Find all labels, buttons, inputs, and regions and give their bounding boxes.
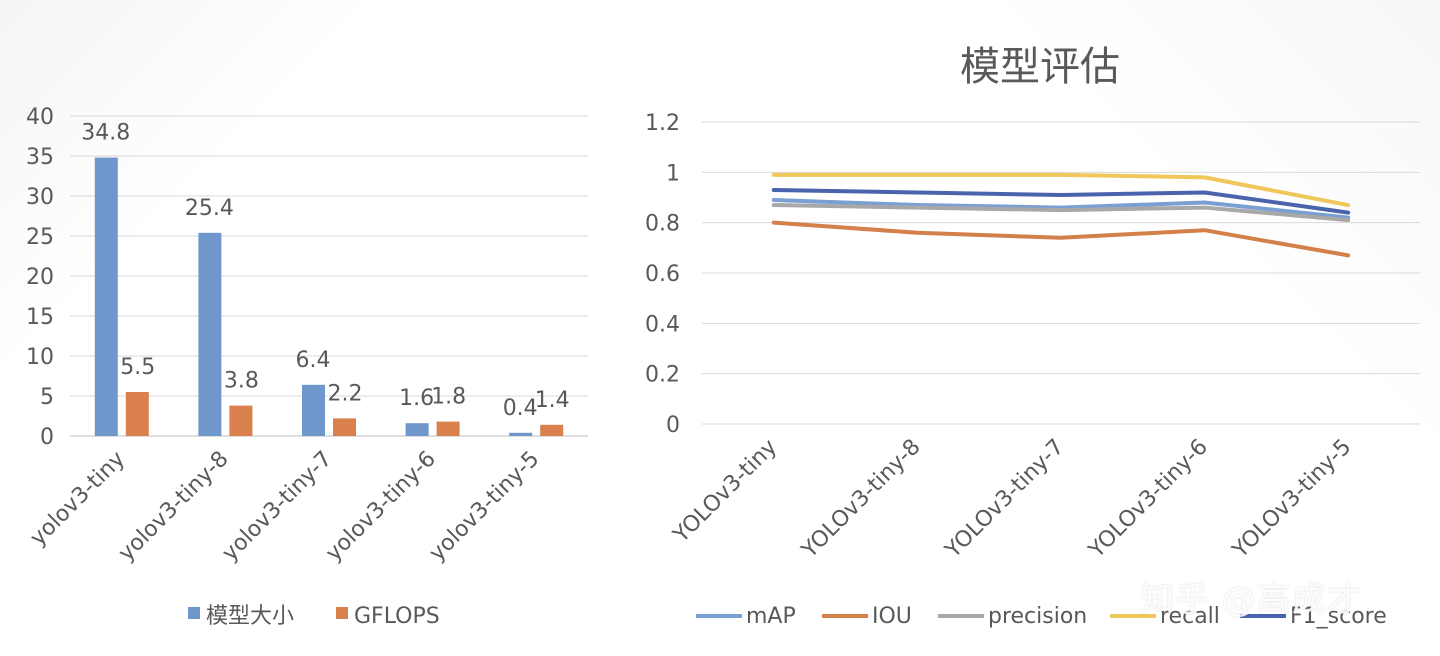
bar-gflops-3 [436, 421, 460, 436]
data-label: 25.4 [185, 196, 234, 221]
left-x-tick-labels: yolov3-tinyyolov3-tiny-8yolov3-tiny-7yol… [26, 447, 545, 567]
y-tick-label: 0.6 [645, 262, 680, 287]
left-data-labels: 34.8 5.5 25.4 3.8 6.4 2.2 1.61.8 0.41.4 [81, 121, 569, 421]
y-tick-label: 0.8 [645, 212, 680, 237]
x-tick-label: yolov3-tiny [26, 447, 130, 551]
x-tick-label: YOLOv3-tiny-8 [797, 435, 926, 564]
series-line-precision [771, 203, 1351, 223]
series-line-f1_score [771, 187, 1351, 215]
y-tick-label: 0.4 [645, 312, 680, 337]
x-tick-label: YOLOv3-tiny-5 [1227, 435, 1356, 564]
y-tick-label: 25 [26, 225, 54, 250]
bar-model-size-2 [302, 384, 325, 436]
bar-gflops-4 [540, 424, 564, 436]
series-line-map [771, 198, 1351, 220]
right-legend: mAP IOU precision recall F1_score [696, 604, 1387, 629]
y-tick-label: 20 [26, 265, 54, 290]
series-line-iou [771, 220, 1351, 258]
y-tick-label: 30 [26, 185, 54, 210]
x-tick-label: YOLOv3-tiny [668, 435, 782, 549]
data-label: 1.4 [535, 388, 570, 413]
legend-label: GFLOPS [354, 604, 440, 629]
left-y-tick-labels: 0 5 10 15 20 25 30 35 40 [26, 105, 54, 450]
y-tick-label: 10 [26, 345, 54, 370]
legend-label: IOU [872, 604, 912, 629]
x-tick-label: YOLOv3-tiny-7 [940, 435, 1069, 564]
right-series-lines [771, 172, 1351, 258]
series-line-recall [771, 172, 1351, 208]
data-label: 0.4 [503, 396, 538, 421]
x-tick-label: yolov3-tiny-7 [218, 447, 338, 567]
bar-model-size-4 [509, 432, 533, 436]
bar-model-size-3 [405, 423, 429, 436]
line-chart: 模型评估 00.20.40.60.811.2 YOLOv3-tiny YOLOv3… [645, 44, 1420, 629]
right-gridlines [702, 121, 1420, 425]
right-y-tick-labels: 0 0.2 0.4 0.6 0.8 1 1.2 [645, 111, 680, 438]
data-label: 1.6 [399, 386, 434, 411]
x-tick-label: YOLOv3-tiny-6 [1084, 435, 1213, 564]
legend-label: recall [1160, 604, 1220, 629]
bar-gflops-1 [229, 405, 253, 436]
bar-model-size-0 [94, 157, 118, 436]
y-tick-label: 0 [666, 413, 680, 438]
left-legend: 模型大小 GFLOPS [188, 604, 440, 629]
bar-model-size-1 [198, 232, 222, 436]
legend-swatch [336, 607, 348, 619]
x-tick-label: yolov3-tiny-5 [425, 447, 545, 567]
legend-label: 模型大小 [206, 604, 294, 629]
data-label: 3.8 [224, 369, 259, 394]
y-tick-label: 35 [26, 145, 54, 170]
x-tick-label: yolov3-tiny-8 [114, 447, 234, 567]
data-label: 6.4 [296, 348, 331, 373]
data-label: 2.2 [328, 381, 363, 406]
legend-label: mAP [746, 604, 796, 629]
y-tick-label: 0.2 [645, 363, 680, 388]
x-tick-label: yolov3-tiny-6 [321, 447, 441, 567]
y-tick-label: 0 [40, 425, 54, 450]
legend-label: precision [988, 604, 1087, 629]
y-tick-label: 5 [40, 385, 54, 410]
y-tick-label: 40 [26, 105, 54, 130]
bar-chart: 0 5 10 15 20 25 30 35 40 34.8 5.5 25.4 3.8 6.4 2.2 1.6… [26, 105, 588, 629]
data-label: 1.8 [431, 385, 466, 410]
bar-gflops-0 [125, 392, 149, 436]
data-label: 34.8 [81, 121, 130, 146]
y-tick-label: 1 [666, 161, 680, 186]
chart-title: 模型评估 [960, 44, 1120, 90]
data-label: 5.5 [120, 355, 155, 380]
y-tick-label: 1.2 [645, 111, 680, 136]
right-x-tick-labels: YOLOv3-tiny YOLOv3-tiny-8 YOLOv3-tiny-7 YOL… [668, 435, 1356, 564]
y-tick-label: 15 [26, 305, 54, 330]
legend-label: F1_score [1290, 604, 1387, 629]
left-gridlines [70, 115, 588, 437]
left-bars [94, 157, 564, 436]
legend-swatch [188, 607, 200, 619]
bar-gflops-2 [333, 418, 356, 436]
